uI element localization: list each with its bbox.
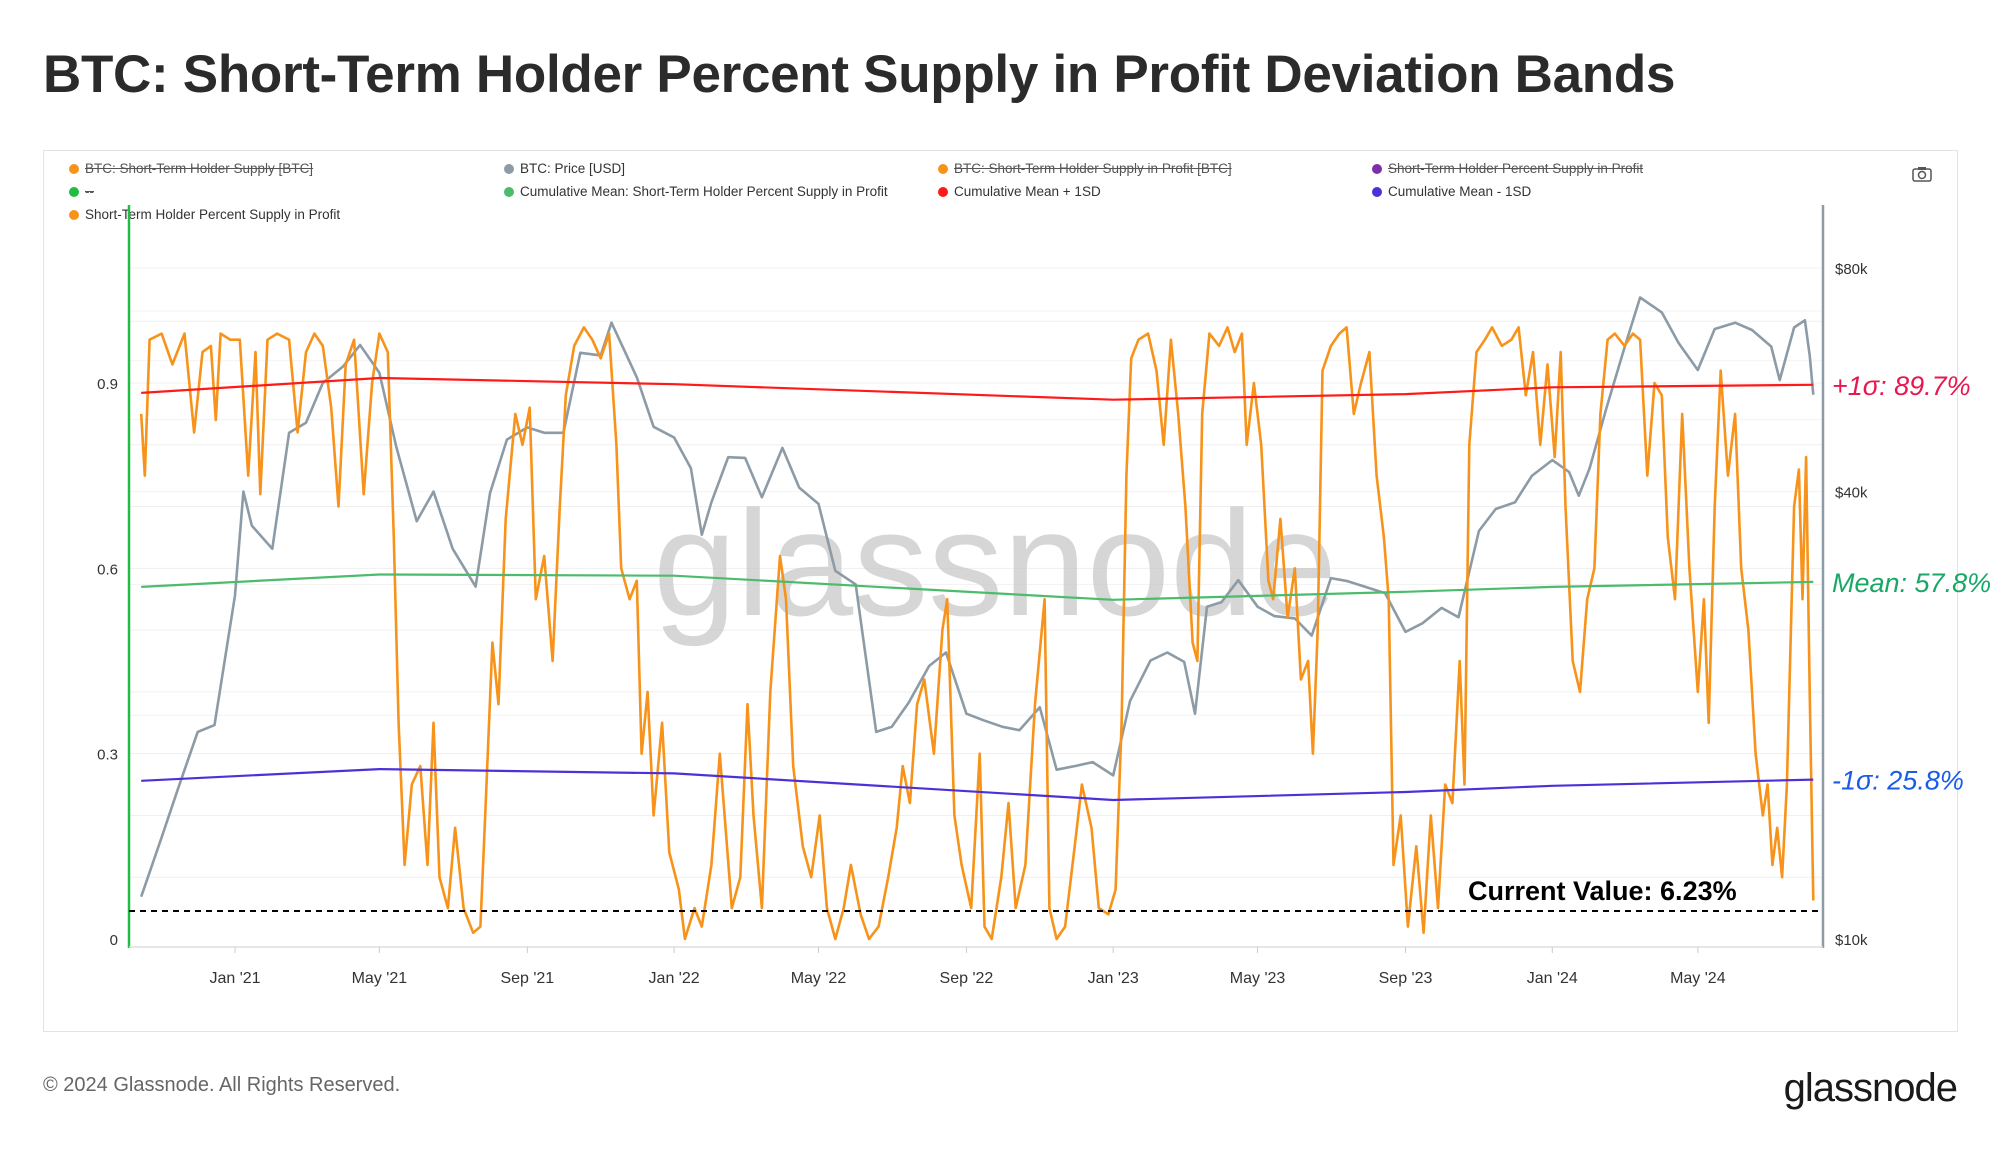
x-tick-label: Sep '22: [940, 970, 994, 987]
watermark: glassnode: [653, 479, 1337, 647]
x-tick-label: Jan '22: [649, 970, 700, 987]
glassnode-logo[interactable]: glassnode: [1783, 1066, 1958, 1110]
x-tick-label: May '23: [1230, 970, 1286, 987]
x-tick-label: Sep '23: [1379, 970, 1433, 987]
x-tick-label: Sep '21: [500, 970, 554, 987]
y-right-tick-label: $10k: [1835, 932, 1868, 949]
legend-label: BTC: Price [USD]: [520, 161, 626, 176]
current-value-label: Current Value: 6.23%: [1468, 876, 1737, 906]
y-tick-label: 0: [110, 932, 118, 949]
camera-icon[interactable]: [1912, 166, 1932, 182]
x-tick-label: May '22: [791, 970, 847, 987]
legend-dot-icon: [69, 163, 79, 174]
series-lines: [139, 296, 1815, 941]
mean-label: Mean: 57.8%: [1832, 568, 1991, 598]
series-line-short-term-holder-percent-supply-in-profit: [139, 326, 1815, 941]
legend-label: Cumulative Mean: Short-Term Holder Perce…: [520, 184, 888, 199]
legend-item[interactable]: --: [69, 184, 94, 199]
legend-item[interactable]: Cumulative Mean - 1SD: [1372, 184, 1531, 199]
y-tick-label: 0.9: [97, 376, 118, 393]
y-tick-label: 0.3: [97, 747, 118, 764]
legend-item[interactable]: BTC: Short-Term Holder Supply [BTC]: [69, 161, 313, 176]
legend-item[interactable]: BTC: Short-Term Holder Supply in Profit …: [938, 161, 1232, 176]
legend-label: Short-Term Holder Percent Supply in Prof…: [85, 207, 341, 222]
legend-dot-icon: [1372, 163, 1382, 174]
legend-label: Cumulative Mean - 1SD: [1388, 184, 1532, 199]
legend-item[interactable]: Short-Term Holder Percent Supply in Prof…: [69, 207, 340, 222]
x-tick-label: May '24: [1670, 970, 1726, 987]
legend-label: --: [85, 184, 94, 199]
y-tick-label: 0.6: [97, 561, 118, 578]
legend-label: Cumulative Mean + 1SD: [954, 184, 1101, 199]
legend-label: BTC: Short-Term Holder Supply [BTC]: [85, 161, 314, 176]
lower-band-label: -1σ: 25.8%: [1832, 766, 1964, 796]
series-line-cumulative-mean-short-term-holder-percent-supply-in-profit: [141, 573, 1814, 601]
legend-dot-icon: [1372, 186, 1382, 197]
y-right-tick-label: $40k: [1835, 485, 1868, 502]
series-line-cumulative-mean-1sd: [141, 768, 1814, 802]
x-tick-label: Jan '23: [1088, 970, 1139, 987]
upper-band-label: +1σ: 89.7%: [1832, 371, 1971, 401]
legend-dot-icon: [69, 186, 79, 197]
x-ticks: Jan '21 May '21 Sep '21 Jan '22 May '22 Sep '…: [209, 947, 1726, 987]
legend-label: BTC: Short-Term Holder Supply in Profit …: [954, 161, 1232, 176]
series-line-cumulative-mean-1sd: [141, 376, 1814, 401]
legend-dot-icon: [69, 209, 79, 220]
x-tick-label: Jan '21: [209, 970, 260, 987]
legend-item[interactable]: Short-Term Holder Percent Supply in Prof…: [1372, 161, 1643, 176]
x-tick-label: Jan '24: [1527, 970, 1578, 987]
legend-item[interactable]: Cumulative Mean: Short-Term Holder Perce…: [504, 184, 888, 199]
y-right-tick-label: $80k: [1835, 261, 1868, 278]
legend-item[interactable]: BTC: Price [USD]: [504, 161, 625, 176]
right-y-ticks: $10k $40k $80k: [1835, 261, 1868, 949]
x-tick-label: May '21: [352, 970, 408, 987]
series-line-btc-price-usd: [139, 296, 1815, 898]
legend-item[interactable]: Cumulative Mean + 1SD: [938, 184, 1101, 199]
chart-container: [43, 150, 1958, 1032]
legend-dot-icon: [504, 186, 514, 197]
legend-dot-icon: [504, 163, 514, 174]
legend-dot-icon: [938, 163, 948, 174]
legend-label: Short-Term Holder Percent Supply in Prof…: [1388, 161, 1644, 176]
copyright: © 2024 Glassnode. All Rights Reserved.: [43, 1074, 401, 1096]
page-title: BTC: Short-Term Holder Percent Supply in…: [43, 45, 1676, 104]
left-y-ticks: 0 0.3 0.6 0.9: [97, 376, 118, 949]
legend-dot-icon: [938, 186, 948, 197]
